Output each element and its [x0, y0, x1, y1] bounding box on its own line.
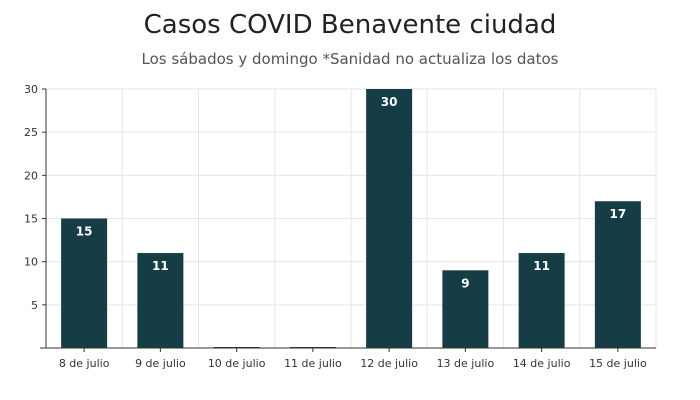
y-tick-label: 5	[31, 299, 38, 312]
data-label: 17	[610, 207, 627, 221]
x-tick-label: 12 de julio	[360, 357, 418, 370]
data-label: 30	[381, 95, 398, 109]
y-tick-label: 10	[24, 256, 38, 269]
bar	[442, 270, 489, 348]
chart-subtitle: Los sábados y domingo *Sanidad no actual…	[141, 50, 559, 68]
x-tick-label: 9 de julio	[135, 357, 186, 370]
bar	[366, 89, 413, 348]
y-tick-label: 25	[24, 126, 38, 139]
chart-title: Casos COVID Benavente ciudad	[143, 10, 557, 40]
x-tick-label: 15 de julio	[589, 357, 647, 370]
data-label: 15	[76, 225, 93, 239]
x-tick-label: 8 de julio	[59, 357, 110, 370]
y-tick-label: 30	[24, 83, 38, 96]
x-tick-label: 13 de julio	[437, 357, 495, 370]
data-label: 11	[152, 259, 169, 273]
y-tick-label: 20	[24, 169, 38, 182]
bar	[61, 218, 108, 348]
bar	[137, 253, 184, 348]
bar	[594, 201, 641, 348]
data-label: 11	[533, 259, 550, 273]
x-tick-label: 14 de julio	[513, 357, 571, 370]
bar	[518, 253, 565, 348]
x-tick-label: 10 de julio	[208, 357, 266, 370]
y-tick-label: 15	[24, 213, 38, 226]
data-label: 9	[461, 276, 469, 290]
x-tick-label: 11 de julio	[284, 357, 342, 370]
